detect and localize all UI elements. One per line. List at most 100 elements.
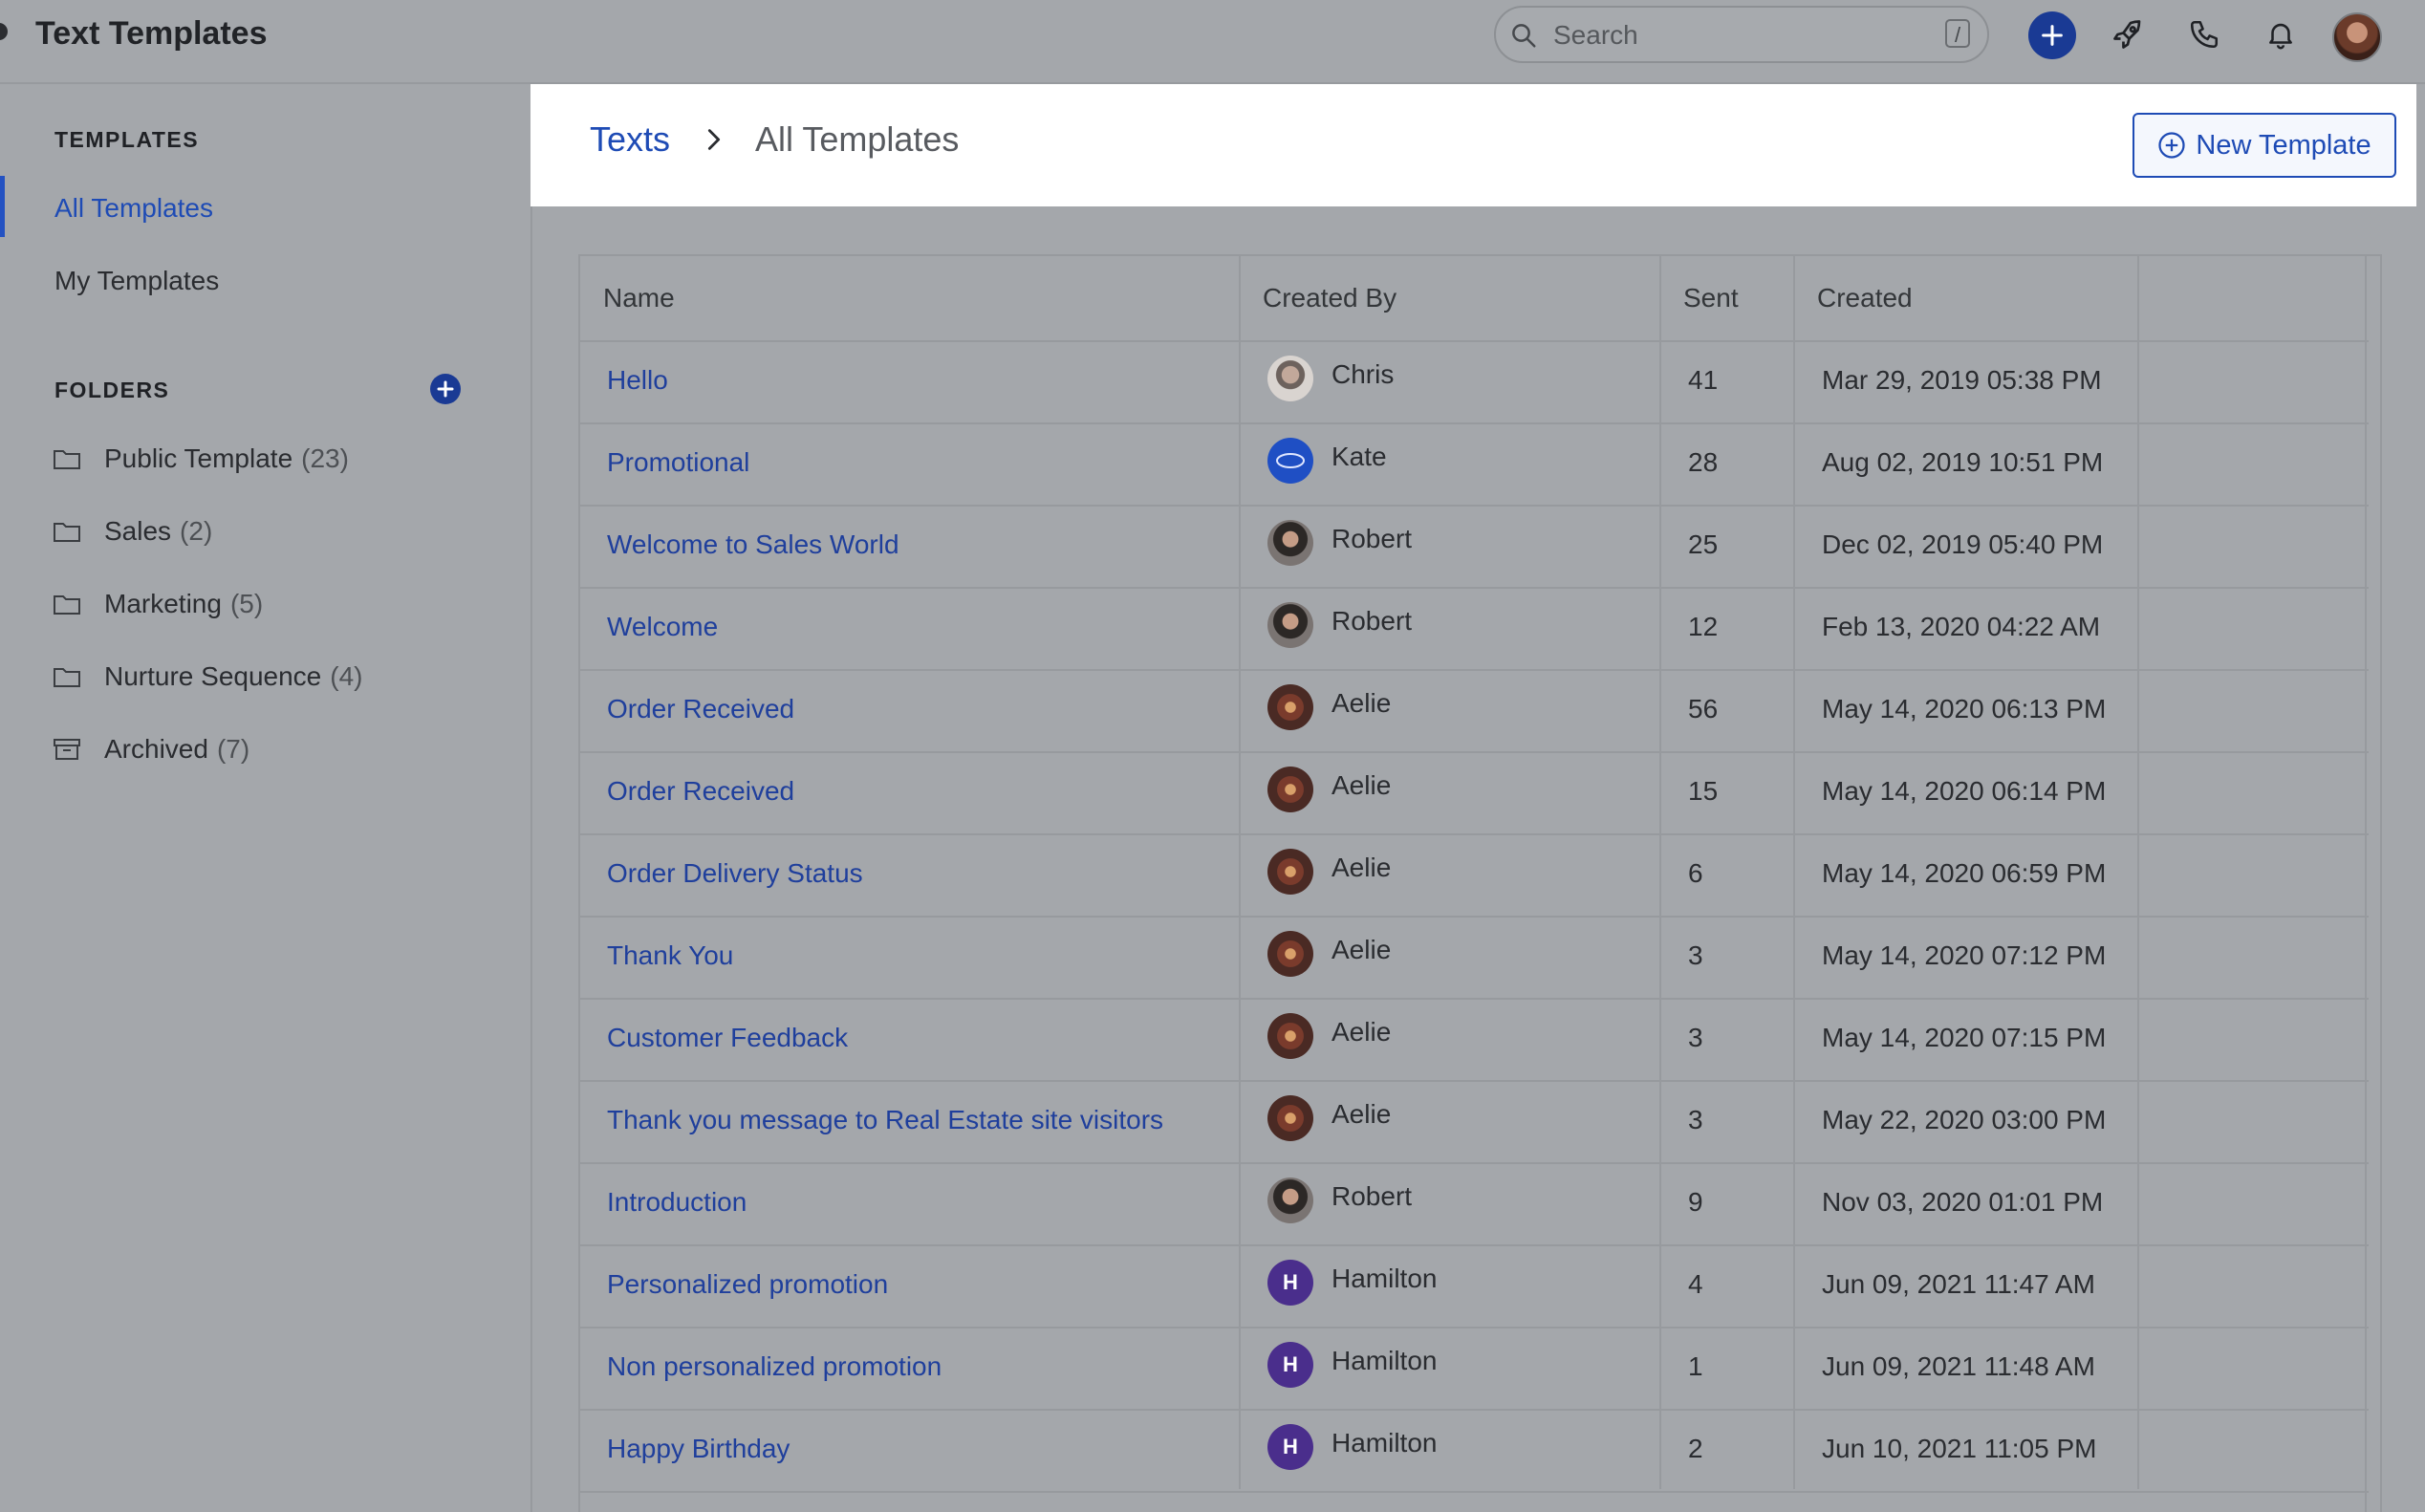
created-by-name: Chris <box>1332 359 1395 389</box>
column-header-name[interactable]: Name <box>603 283 675 313</box>
template-name-link[interactable]: Thank you message to Real Estate site vi… <box>607 1105 1164 1134</box>
sidebar-item-my-templates[interactable]: My Templates <box>54 266 220 295</box>
table-row[interactable]: Personalized promotion H Hamilton 4 Jun 09, … <box>580 1244 2369 1328</box>
template-name-link[interactable]: Introduction <box>607 1187 747 1217</box>
template-name-link[interactable]: Hello <box>607 365 668 395</box>
plus-circle-icon <box>2158 132 2186 159</box>
created-by-name: Aelie <box>1332 770 1392 800</box>
user-avatar[interactable] <box>2332 12 2382 62</box>
folder-public-template[interactable]: Public Template (23) <box>53 440 349 478</box>
sidebar-item-all-templates[interactable]: All Templates <box>54 193 214 223</box>
column-header-sent[interactable]: Sent <box>1683 283 1739 313</box>
sent-count: 15 <box>1688 776 1719 806</box>
created-by-name: Aelie <box>1332 1017 1392 1047</box>
templates-heading: TEMPLATES <box>54 127 200 152</box>
created-by-name: Aelie <box>1332 935 1392 964</box>
column-divider <box>2137 256 2139 1489</box>
table-row[interactable]: Order Received Aelie 15 May 14, 2020 06:14 … <box>580 751 2369 835</box>
sent-count: 3 <box>1688 1023 1703 1052</box>
table-row[interactable]: Welcome Robert 12 Feb 13, 2020 04:22 AM <box>580 587 2369 671</box>
folder-label: Nurture Sequence <box>104 661 322 691</box>
back-icon[interactable] <box>0 23 8 40</box>
sidebar: TEMPLATES All Templates My Templates FOL… <box>0 84 532 1512</box>
new-template-label: New Template <box>2196 129 2371 161</box>
column-header-created-by[interactable]: Created By <box>1263 283 1397 313</box>
created-by-name: Kate <box>1332 442 1387 471</box>
created-by-name: Aelie <box>1332 1099 1392 1129</box>
table-row[interactable]: Happy Birthday H Hamilton 2 Jun 10, 2021 11:… <box>580 1409 2369 1493</box>
created-by-name: Robert <box>1332 524 1413 553</box>
created-date: Jun 09, 2021 11:47 AM <box>1822 1269 2095 1299</box>
creator-avatar <box>1267 356 1313 401</box>
add-folder-button[interactable] <box>430 374 461 404</box>
template-name-link[interactable]: Promotional <box>607 447 750 477</box>
table-row[interactable]: Thank You Aelie 3 May 14, 2020 07:12 PM <box>580 916 2369 1000</box>
table-row[interactable]: Thank you message to Real Estate site vi… <box>580 1080 2369 1164</box>
folder-archived[interactable]: Archived (7) <box>53 730 249 768</box>
table-row[interactable]: Hello Chris 41 Mar 29, 2019 05:38 PM <box>580 340 2369 424</box>
search-input[interactable] <box>1551 15 1918 55</box>
folder-label: Sales <box>104 516 172 546</box>
template-name-link[interactable]: Order Received <box>607 694 795 724</box>
column-header-created[interactable]: Created <box>1817 283 1913 313</box>
column-divider <box>1793 256 1795 1489</box>
table-header: Name Created By Sent Created <box>580 256 2369 342</box>
sent-count: 3 <box>1688 1105 1703 1134</box>
sent-count: 2 <box>1688 1434 1703 1463</box>
template-name-link[interactable]: Personalized promotion <box>607 1269 889 1299</box>
table-row[interactable]: Welcome to Sales World Robert 25 Dec 02, 20… <box>580 505 2369 589</box>
folder-icon <box>54 523 80 542</box>
created-date: Jun 09, 2021 11:48 AM <box>1822 1351 2095 1381</box>
table-row[interactable]: Introduction Robert 9 Nov 03, 2020 01:01 PM <box>580 1162 2369 1246</box>
created-date: Jun 10, 2021 11:05 PM <box>1822 1434 2097 1463</box>
breadcrumb-texts[interactable]: Texts <box>590 119 671 159</box>
scrollbar-track[interactable] <box>2365 254 2380 1512</box>
template-name-link[interactable]: Order Received <box>607 776 795 806</box>
table-row[interactable]: Order Received Aelie 56 May 14, 2020 06:13 … <box>580 669 2369 753</box>
launch-button[interactable] <box>2103 10 2153 59</box>
folder-icon <box>54 450 80 469</box>
plus-icon <box>437 380 454 398</box>
folder-marketing[interactable]: Marketing (5) <box>53 585 263 623</box>
active-indicator <box>0 176 5 237</box>
page-header: Texts All Templates New Template <box>530 84 2416 206</box>
archive-icon <box>54 739 80 760</box>
column-divider <box>1239 256 1241 1489</box>
folder-nurture-sequence[interactable]: Nurture Sequence (4) <box>53 658 363 696</box>
creator-avatar <box>1267 520 1313 566</box>
table-row[interactable]: Non personalized promotion H Hamilton 1 Jun … <box>580 1327 2369 1411</box>
template-name-link[interactable]: Welcome to Sales World <box>607 529 899 559</box>
templates-table: Name Created By Sent Created Hello Chris 4… <box>578 254 2382 1512</box>
template-name-link[interactable]: Non personalized promotion <box>607 1351 942 1381</box>
template-name-link[interactable]: Happy Birthday <box>607 1434 790 1463</box>
folder-sales[interactable]: Sales (2) <box>53 512 212 551</box>
template-name-link[interactable]: Order Delivery Status <box>607 858 863 888</box>
notifications-button[interactable] <box>2256 10 2306 59</box>
avatar-initial: H <box>1283 1352 1298 1376</box>
created-date: Mar 29, 2019 05:38 PM <box>1822 365 2102 395</box>
creator-avatar: H <box>1267 1342 1313 1388</box>
created-date: May 14, 2020 06:14 PM <box>1822 776 2107 806</box>
phone-button[interactable] <box>2179 10 2229 59</box>
sent-count: 12 <box>1688 612 1719 641</box>
quick-add-button[interactable] <box>2028 11 2076 59</box>
created-by-name: Hamilton <box>1332 1346 1438 1375</box>
template-name-link[interactable]: Thank You <box>607 940 734 970</box>
search-icon <box>1512 24 1536 48</box>
breadcrumb-current: All Templates <box>755 119 960 159</box>
creator-avatar <box>1267 1013 1313 1059</box>
avatar-initial: H <box>1283 1270 1298 1294</box>
table-row[interactable]: Order Delivery Status Aelie 6 May 14, 2020 … <box>580 833 2369 918</box>
search-box[interactable]: / <box>1494 6 1989 63</box>
created-date: May 22, 2020 03:00 PM <box>1822 1105 2107 1134</box>
template-name-link[interactable]: Customer Feedback <box>607 1023 849 1052</box>
new-template-button[interactable]: New Template <box>2133 113 2396 178</box>
table-row[interactable]: Customer Feedback Aelie 3 May 14, 2020 07:1… <box>580 998 2369 1082</box>
avatar-initial: H <box>1283 1435 1298 1458</box>
table-row[interactable]: Promotional Kate 28 Aug 02, 2019 10:51 PM <box>580 422 2369 507</box>
template-name-link[interactable]: Welcome <box>607 612 719 641</box>
column-divider <box>1659 256 1661 1489</box>
folder-label: Archived <box>104 734 208 764</box>
sent-count: 9 <box>1688 1187 1703 1217</box>
creator-avatar <box>1267 931 1313 977</box>
